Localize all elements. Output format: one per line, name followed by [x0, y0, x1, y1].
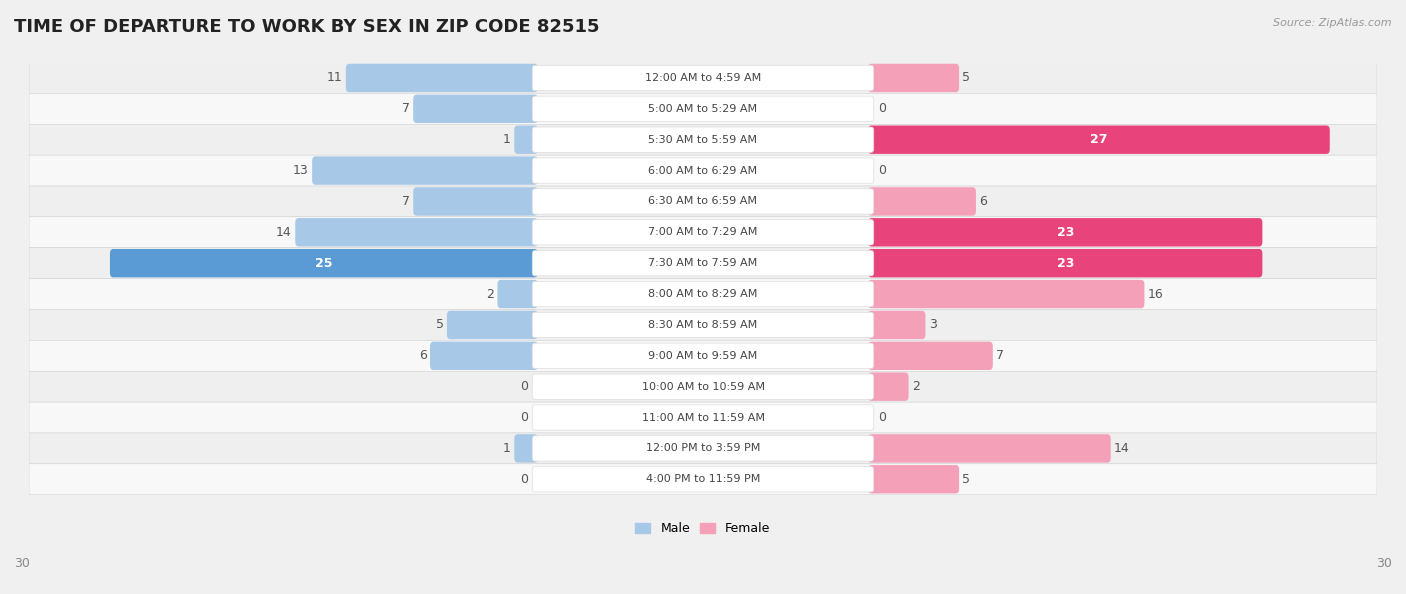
Text: 6: 6	[980, 195, 987, 208]
Text: 5:00 AM to 5:29 AM: 5:00 AM to 5:29 AM	[648, 104, 758, 114]
FancyBboxPatch shape	[533, 436, 873, 461]
Text: 3: 3	[929, 318, 936, 331]
Text: 0: 0	[879, 164, 886, 177]
Text: 6: 6	[419, 349, 426, 362]
Text: 5:30 AM to 5:59 AM: 5:30 AM to 5:59 AM	[648, 135, 758, 145]
Text: 1: 1	[503, 133, 510, 146]
FancyBboxPatch shape	[533, 405, 873, 430]
FancyBboxPatch shape	[30, 279, 1376, 309]
Text: 12:00 PM to 3:59 PM: 12:00 PM to 3:59 PM	[645, 443, 761, 453]
Text: 27: 27	[1090, 133, 1108, 146]
Legend: Male, Female: Male, Female	[630, 517, 776, 541]
FancyBboxPatch shape	[30, 309, 1376, 340]
Text: 6:30 AM to 6:59 AM: 6:30 AM to 6:59 AM	[648, 197, 758, 207]
FancyBboxPatch shape	[868, 372, 908, 401]
FancyBboxPatch shape	[868, 249, 1263, 277]
Text: 7:30 AM to 7:59 AM: 7:30 AM to 7:59 AM	[648, 258, 758, 268]
FancyBboxPatch shape	[533, 343, 873, 368]
Text: 7:00 AM to 7:29 AM: 7:00 AM to 7:29 AM	[648, 228, 758, 238]
FancyBboxPatch shape	[30, 155, 1376, 186]
FancyBboxPatch shape	[533, 251, 873, 276]
FancyBboxPatch shape	[295, 218, 538, 247]
FancyBboxPatch shape	[868, 434, 1111, 463]
FancyBboxPatch shape	[533, 158, 873, 183]
FancyBboxPatch shape	[30, 217, 1376, 248]
Text: 30: 30	[1376, 557, 1392, 570]
FancyBboxPatch shape	[515, 125, 538, 154]
Text: 6:00 AM to 6:29 AM: 6:00 AM to 6:29 AM	[648, 166, 758, 176]
Text: 11:00 AM to 11:59 AM: 11:00 AM to 11:59 AM	[641, 413, 765, 422]
FancyBboxPatch shape	[413, 94, 538, 123]
FancyBboxPatch shape	[533, 189, 873, 214]
Text: Source: ZipAtlas.com: Source: ZipAtlas.com	[1274, 18, 1392, 28]
Text: 30: 30	[14, 557, 30, 570]
FancyBboxPatch shape	[30, 124, 1376, 155]
Text: 0: 0	[520, 380, 527, 393]
FancyBboxPatch shape	[868, 64, 959, 92]
Text: 12:00 AM to 4:59 AM: 12:00 AM to 4:59 AM	[645, 73, 761, 83]
Text: 0: 0	[520, 411, 527, 424]
Text: 0: 0	[520, 473, 527, 486]
Text: 10:00 AM to 10:59 AM: 10:00 AM to 10:59 AM	[641, 382, 765, 391]
FancyBboxPatch shape	[868, 280, 1144, 308]
FancyBboxPatch shape	[30, 340, 1376, 371]
FancyBboxPatch shape	[533, 220, 873, 245]
FancyBboxPatch shape	[30, 464, 1376, 495]
Text: 0: 0	[879, 102, 886, 115]
Text: 4:00 PM to 11:59 PM: 4:00 PM to 11:59 PM	[645, 474, 761, 484]
Text: 2: 2	[486, 287, 494, 301]
FancyBboxPatch shape	[868, 218, 1263, 247]
Text: TIME OF DEPARTURE TO WORK BY SEX IN ZIP CODE 82515: TIME OF DEPARTURE TO WORK BY SEX IN ZIP …	[14, 18, 599, 36]
FancyBboxPatch shape	[30, 62, 1376, 93]
Text: 7: 7	[997, 349, 1004, 362]
Text: 23: 23	[1056, 257, 1074, 270]
Text: 25: 25	[315, 257, 333, 270]
FancyBboxPatch shape	[533, 374, 873, 399]
FancyBboxPatch shape	[430, 342, 538, 370]
Text: 8:30 AM to 8:59 AM: 8:30 AM to 8:59 AM	[648, 320, 758, 330]
FancyBboxPatch shape	[533, 467, 873, 492]
FancyBboxPatch shape	[868, 187, 976, 216]
Text: 8:00 AM to 8:29 AM: 8:00 AM to 8:29 AM	[648, 289, 758, 299]
FancyBboxPatch shape	[868, 342, 993, 370]
FancyBboxPatch shape	[868, 311, 925, 339]
Text: 7: 7	[402, 102, 409, 115]
FancyBboxPatch shape	[533, 127, 873, 152]
FancyBboxPatch shape	[515, 434, 538, 463]
FancyBboxPatch shape	[868, 125, 1330, 154]
Text: 14: 14	[276, 226, 292, 239]
Text: 13: 13	[292, 164, 309, 177]
Text: 5: 5	[436, 318, 443, 331]
Text: 9:00 AM to 9:59 AM: 9:00 AM to 9:59 AM	[648, 351, 758, 361]
Text: 14: 14	[1114, 442, 1130, 455]
FancyBboxPatch shape	[868, 465, 959, 494]
FancyBboxPatch shape	[533, 312, 873, 337]
Text: 0: 0	[879, 411, 886, 424]
Text: 23: 23	[1056, 226, 1074, 239]
Text: 2: 2	[912, 380, 920, 393]
FancyBboxPatch shape	[30, 248, 1376, 279]
FancyBboxPatch shape	[447, 311, 538, 339]
FancyBboxPatch shape	[312, 156, 538, 185]
FancyBboxPatch shape	[346, 64, 538, 92]
FancyBboxPatch shape	[30, 93, 1376, 124]
Text: 5: 5	[963, 71, 970, 84]
FancyBboxPatch shape	[110, 249, 538, 277]
FancyBboxPatch shape	[533, 65, 873, 91]
FancyBboxPatch shape	[30, 186, 1376, 217]
FancyBboxPatch shape	[30, 433, 1376, 464]
FancyBboxPatch shape	[498, 280, 538, 308]
Text: 5: 5	[963, 473, 970, 486]
FancyBboxPatch shape	[533, 96, 873, 122]
FancyBboxPatch shape	[533, 282, 873, 307]
Text: 1: 1	[503, 442, 510, 455]
FancyBboxPatch shape	[30, 402, 1376, 433]
Text: 16: 16	[1147, 287, 1164, 301]
Text: 7: 7	[402, 195, 409, 208]
Text: 11: 11	[326, 71, 343, 84]
FancyBboxPatch shape	[413, 187, 538, 216]
FancyBboxPatch shape	[30, 371, 1376, 402]
